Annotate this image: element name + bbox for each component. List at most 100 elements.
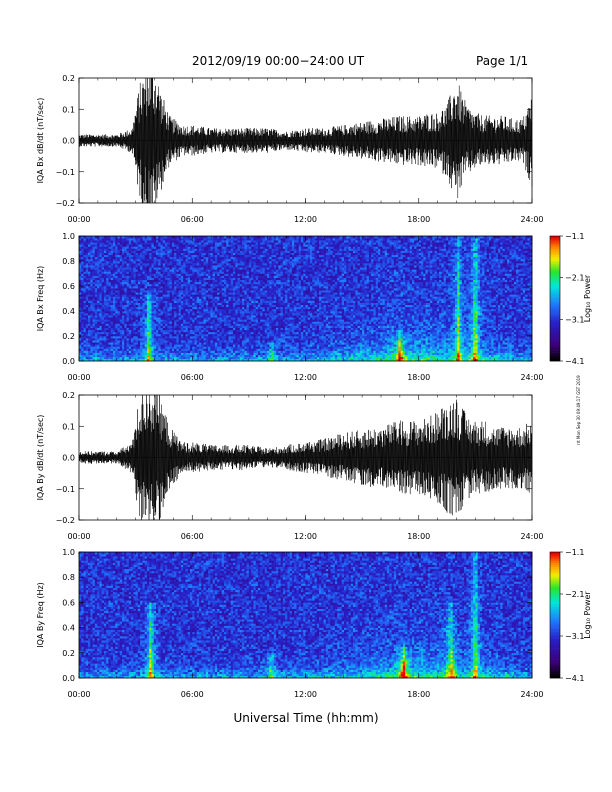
spectrogram-cell — [106, 344, 109, 346]
spectrogram-cell — [129, 346, 132, 348]
spectrogram-cell — [133, 303, 136, 305]
spectrogram-cell — [90, 242, 93, 244]
spectrogram-cell — [90, 336, 93, 338]
spectrogram-cell — [106, 280, 109, 282]
spectrogram-cell — [133, 346, 136, 348]
spectrogram-cell — [138, 261, 141, 263]
spectrogram-cell — [90, 246, 93, 248]
spectrogram-cell — [124, 334, 127, 336]
spectrogram-cell — [122, 351, 125, 353]
spectrogram-cell — [136, 303, 139, 305]
spectrogram-cell — [133, 282, 136, 284]
spectrogram-cell — [108, 340, 111, 342]
spectrogram-cell — [120, 292, 123, 294]
spectrogram-cell — [133, 257, 136, 259]
spectrogram-cell — [127, 284, 130, 286]
spectrogram-cell — [124, 274, 127, 276]
spectrogram-cell — [136, 330, 139, 332]
spectrogram-cell — [95, 292, 98, 294]
spectrogram-cell — [140, 301, 143, 303]
spectrogram-cell — [131, 311, 134, 313]
spectrogram-cell — [122, 340, 125, 342]
spectrogram-cell — [133, 290, 136, 292]
spectrogram-cell — [102, 259, 105, 261]
spectrogram-cell — [93, 274, 96, 276]
spectrogram-cell — [122, 357, 125, 359]
spectrogram-cell — [97, 313, 100, 315]
spectrogram-cell — [120, 324, 123, 326]
spectrogram-cell — [108, 290, 111, 292]
spectrogram-cell — [99, 336, 102, 338]
spectrogram-cell — [106, 290, 109, 292]
spectrogram-cell — [140, 271, 143, 273]
spectrogram-cell — [111, 278, 114, 280]
spectrogram-cell — [88, 309, 91, 311]
spectrogram-cell — [111, 321, 114, 323]
spectrogram-cell — [136, 261, 139, 263]
spectrogram-cell — [95, 244, 98, 246]
spectrogram-cell — [131, 351, 134, 353]
spectrogram-cell — [120, 319, 123, 321]
spectrogram-cell — [113, 334, 116, 336]
spectrogram-cell — [86, 265, 89, 267]
spectrogram-cell — [88, 317, 91, 319]
y-tick-label: 0.2 — [62, 74, 75, 83]
spectrogram-cell — [84, 255, 87, 257]
spectrogram-cell — [102, 346, 105, 348]
spectrogram-cell — [124, 301, 127, 303]
spectrogram-cell — [131, 240, 134, 242]
spectrogram-cell — [111, 240, 114, 242]
spectrogram-cell — [115, 303, 118, 305]
spectrogram-cell — [122, 321, 125, 323]
spectrogram-cell — [131, 355, 134, 357]
spectrogram-cell — [111, 301, 114, 303]
spectrogram-cell — [95, 263, 98, 265]
spectrogram-cell — [86, 242, 89, 244]
spectrogram-cell — [127, 301, 130, 303]
spectrogram-cell — [133, 255, 136, 257]
spectrogram-cell — [102, 340, 105, 342]
spectrogram-cell — [86, 253, 89, 255]
spectrogram-cell — [81, 344, 84, 346]
spectrogram-cell — [86, 284, 89, 286]
spectrogram-cell — [84, 242, 87, 244]
spectrogram-cell — [88, 321, 91, 323]
spectrogram-cell — [95, 357, 98, 359]
spectrogram-cell — [93, 309, 96, 311]
spectrogram-cell — [118, 242, 121, 244]
spectrogram-cell — [129, 307, 132, 309]
spectrogram-cell — [127, 257, 130, 259]
spectrogram-cell — [106, 326, 109, 328]
spectrogram-cell — [127, 296, 130, 298]
spectrogram-cell — [108, 351, 111, 353]
spectrogram-cell — [104, 338, 107, 340]
spectrogram-cell — [81, 301, 84, 303]
spectrogram-cell — [124, 346, 127, 348]
spectrogram-cell — [90, 344, 93, 346]
spectrogram-cell — [136, 251, 139, 253]
spectrogram-cell — [84, 269, 87, 271]
spectrogram-cell — [127, 271, 130, 273]
spectrogram-cell — [106, 353, 109, 355]
spectrogram-cell — [131, 324, 134, 326]
spectrogram-cell — [108, 294, 111, 296]
spectrogram-cell — [99, 353, 102, 355]
spectrogram-cell — [136, 305, 139, 307]
spectrogram-cell — [124, 249, 127, 251]
spectrogram-cell — [111, 269, 114, 271]
spectrogram-cell — [118, 344, 121, 346]
spectrogram-cell — [115, 259, 118, 261]
spectrogram-cell — [102, 253, 105, 255]
spectrogram-cell — [113, 294, 116, 296]
spectrogram-cell — [106, 319, 109, 321]
spectrogram-cell — [133, 276, 136, 278]
spectrogram-cell — [95, 251, 98, 253]
spectrogram-cell — [138, 334, 141, 336]
spectrogram-cell — [136, 319, 139, 321]
spectrogram-cell — [102, 246, 105, 248]
y-tick-label: 0.0 — [62, 137, 75, 146]
spectrogram-cell — [93, 303, 96, 305]
spectrogram-cell — [120, 259, 123, 261]
spectrogram-cell — [97, 280, 100, 282]
spectrogram-cell — [81, 311, 84, 313]
